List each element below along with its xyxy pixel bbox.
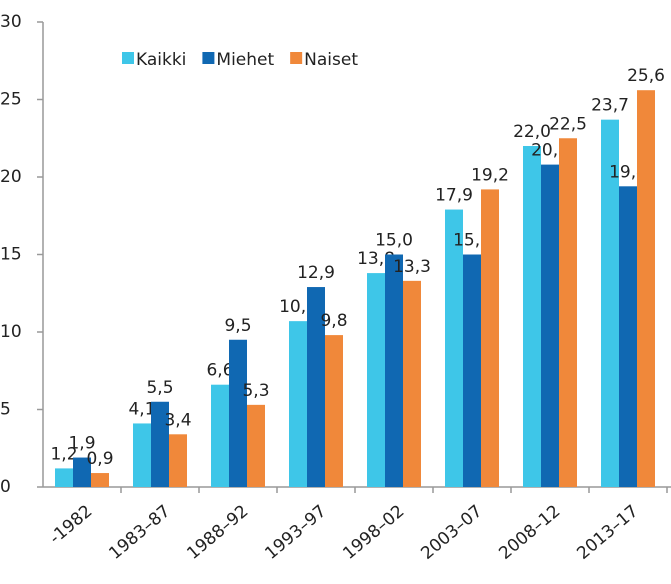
value-label: 17,9 [435,186,473,206]
bar [637,90,655,487]
bar [403,280,421,487]
bar [523,146,541,487]
value-label: 12,9 [297,263,335,283]
value-label: 1,9 [68,434,95,454]
legend-swatch [202,52,215,64]
x-tick-label: -1982 [46,501,97,548]
bar [445,209,463,488]
legend-swatch [122,52,134,64]
value-label: 22,0 [513,122,551,142]
value-label: 13,3 [393,257,431,277]
x-tick-label: 2003–07 [417,501,486,564]
bar [385,254,403,487]
bar [463,254,481,487]
bar [541,164,559,487]
legend-label: Kaikki [136,50,186,70]
value-label: 25,6 [627,66,665,86]
x-tick-label: 1988–92 [183,501,252,564]
bar [601,119,619,488]
value-label: 9,8 [320,311,347,331]
bar [367,273,385,487]
value-label: 15,0 [375,231,413,251]
value-label: 1,2 [50,444,77,464]
value-label: 23,7 [591,96,629,116]
value-label: 9,5 [224,316,251,336]
y-tick-label: 30 [0,12,22,32]
value-label: 0,9 [86,449,113,469]
y-tick-label: 20 [0,167,22,187]
bar [307,287,325,487]
bar [619,186,637,488]
value-label: 5,3 [242,381,269,401]
value-label: 19,2 [471,165,509,185]
x-tick-label: 2008–12 [495,501,564,564]
value-label: 5,5 [146,378,173,398]
value-label: 4,1 [128,399,155,419]
bar [151,401,169,487]
x-tick-label: 1983–87 [105,501,174,564]
bar [559,138,577,487]
x-tick-label: 1993–97 [261,501,330,564]
bar [289,321,307,487]
legend-swatch [290,52,303,64]
bar [55,468,73,487]
bar [247,404,265,487]
value-label: 3,4 [164,410,191,430]
y-tick-label: 25 [0,90,22,110]
x-tick-label: 2013–17 [573,501,642,564]
y-tick-label: 5 [0,400,11,420]
bar [169,434,187,487]
y-tick-label: 10 [0,322,22,342]
bar [91,473,109,487]
bar [325,335,343,487]
x-tick-label: 1998–02 [339,501,408,564]
bar [133,423,151,487]
legend-label: Naiset [304,50,358,70]
y-tick-label: 15 [0,245,22,265]
bar [73,457,91,487]
value-label: 6,6 [206,361,233,381]
bar [229,339,247,487]
bar [211,384,229,487]
legend-label: Miehet [216,50,274,70]
y-tick-label: 0 [0,477,11,497]
bar [481,189,499,487]
value-label: 22,5 [549,114,587,134]
